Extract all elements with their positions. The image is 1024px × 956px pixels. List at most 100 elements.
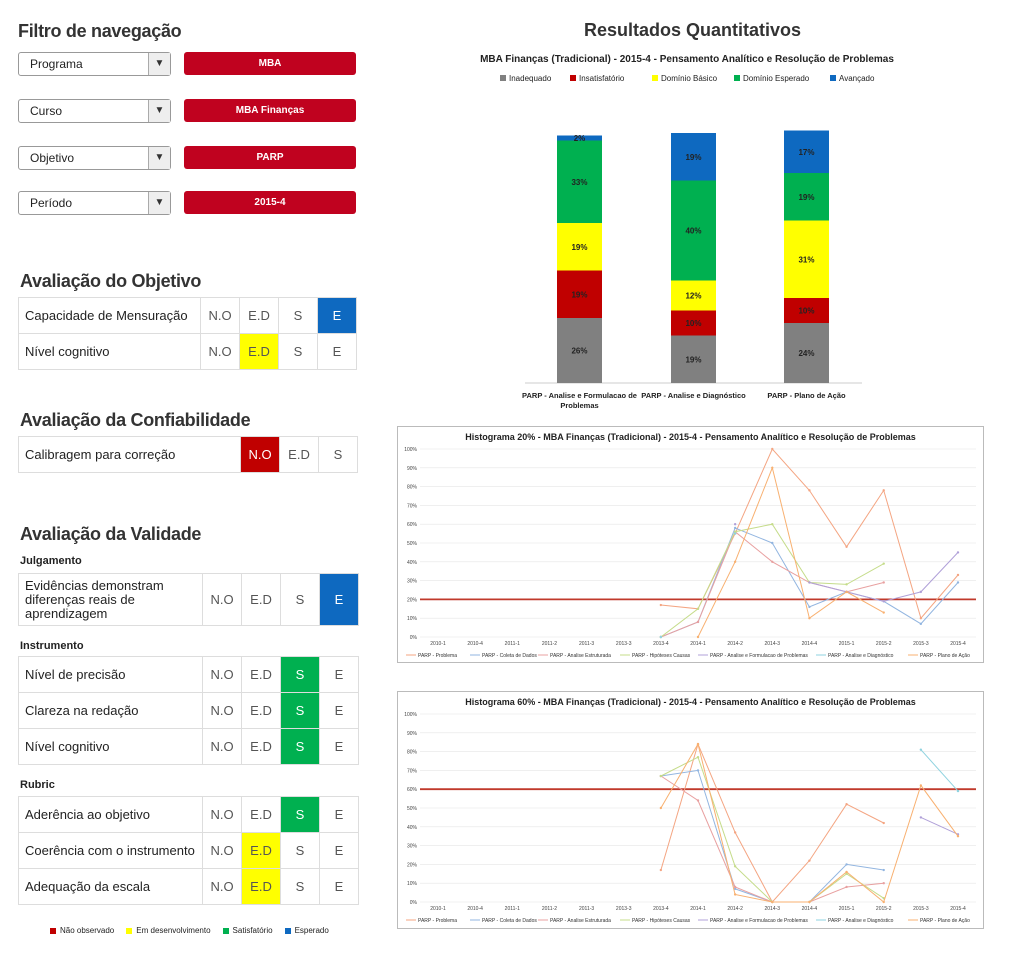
bar-segment <box>671 310 716 336</box>
eval-row-label: Calibragem para correção <box>18 436 241 473</box>
objective-eval-table: Capacidade de Mensuração N.O E.D S E Nível co… <box>18 297 357 370</box>
y-tick-label: 40% <box>407 560 418 566</box>
filter-select[interactable]: Objetivo ▼ <box>18 146 171 170</box>
x-tick-label: 2013-4 <box>653 641 669 647</box>
eval-row-label: Aderência ao objetivo <box>18 796 203 833</box>
bar-segment <box>557 223 602 271</box>
y-tick-label: 70% <box>407 503 418 509</box>
rating-cell-ed[interactable]: E.D <box>241 832 281 869</box>
rating-cell-no[interactable]: N.O <box>202 832 242 869</box>
bar-data-label: 26% <box>571 347 587 356</box>
filter-select[interactable]: Curso ▼ <box>18 99 171 123</box>
x-tick-label: 2015-3 <box>913 641 929 647</box>
rating-cell-s[interactable]: S <box>280 796 320 833</box>
filter-value-badge[interactable]: 2015-4 <box>184 191 356 214</box>
rating-cell-s[interactable]: S <box>280 573 320 626</box>
validity-eval-title: Avaliação da Validade <box>20 524 202 544</box>
bar-data-label: 19% <box>685 153 701 162</box>
rating-cell-ed[interactable]: E.D <box>241 728 281 765</box>
rating-cell-s[interactable]: S <box>280 832 320 869</box>
line-legend-label: PARP - Coleta de Dados <box>482 653 537 659</box>
bar-legend-label: Insatisfatório <box>579 74 625 83</box>
rating-cell-e[interactable]: E <box>317 333 357 370</box>
x-tick-label: 2011-3 <box>579 906 594 912</box>
rating-cell-ed[interactable]: E.D <box>241 692 281 729</box>
bar-data-label: 19% <box>798 193 814 202</box>
rating-cell-e[interactable]: E <box>319 728 359 765</box>
validity-group-title: Julgamento <box>20 555 82 567</box>
rating-cell-ed[interactable]: E.D <box>239 333 279 370</box>
bar-legend-label: Domínio Básico <box>661 74 718 83</box>
rating-cell-ed[interactable]: E.D <box>241 656 281 693</box>
rating-cell-no[interactable]: N.O <box>200 297 240 334</box>
legend-item: Não observado <box>50 926 114 935</box>
bar-legend-label: Inadequado <box>509 74 552 83</box>
rating-cell-s[interactable]: S <box>278 297 318 334</box>
filter-value-badge[interactable]: MBA Finanças <box>184 99 356 122</box>
rating-cell-ed[interactable]: E.D <box>239 297 279 334</box>
x-tick-label: 2014-1 <box>690 641 706 647</box>
filter-row: Programa ▼ MBA <box>18 52 358 76</box>
rating-cell-ed[interactable]: E.D <box>241 868 281 905</box>
rating-cell-s[interactable]: S <box>278 333 318 370</box>
x-tick-label: 2010-1 <box>430 641 446 647</box>
dropdown-arrow-icon[interactable]: ▼ <box>148 53 170 75</box>
filter-select[interactable]: Período ▼ <box>18 191 171 215</box>
reliability-eval-title: Avaliação da Confiabilidade <box>20 410 251 430</box>
rating-cell-e[interactable]: E <box>319 573 359 626</box>
rating-cell-ed[interactable]: E.D <box>279 436 319 473</box>
rating-cell-s[interactable]: S <box>280 868 320 905</box>
x-tick-label: 2011-1 <box>505 906 520 912</box>
bar-category-label: PARP - Analise e Diagnóstico <box>641 391 746 400</box>
rating-cell-e[interactable]: E <box>319 692 359 729</box>
dropdown-arrow-icon[interactable]: ▼ <box>148 147 170 169</box>
bar-segment <box>671 335 716 383</box>
eval-row-label: Nível cognitivo <box>18 333 201 370</box>
line-chart-title: Histograma 60% - MBA Finanças (Tradicion… <box>465 697 915 707</box>
line-series <box>920 749 959 792</box>
x-tick-label: 2015-1 <box>839 906 855 912</box>
rating-cell-e[interactable]: E <box>317 297 357 334</box>
bar-segment <box>671 133 716 181</box>
filter-select-label: Período <box>30 196 73 210</box>
filter-row: Curso ▼ MBA Finanças <box>18 99 358 123</box>
rating-cell-no[interactable]: N.O <box>202 692 242 729</box>
rating-cell-no[interactable]: N.O <box>202 796 242 833</box>
x-tick-label: 2011-1 <box>505 641 520 647</box>
x-tick-label: 2013-3 <box>616 641 632 647</box>
rating-cell-no[interactable]: N.O <box>202 656 242 693</box>
bar-data-label: 10% <box>798 307 814 316</box>
rating-cell-no[interactable]: N.O <box>240 436 280 473</box>
rating-cell-no[interactable]: N.O <box>202 868 242 905</box>
bar-data-label: 19% <box>571 243 587 252</box>
rating-cell-s[interactable]: S <box>280 656 320 693</box>
line-series <box>660 756 884 903</box>
dropdown-arrow-icon[interactable]: ▼ <box>148 100 170 122</box>
filter-value-badge[interactable]: PARP <box>184 146 356 169</box>
x-tick-label: 2011-2 <box>542 641 557 647</box>
line-point <box>659 603 663 607</box>
rating-cell-s[interactable]: S <box>318 436 358 473</box>
filter-select-label: Curso <box>30 104 63 118</box>
rating-cell-s[interactable]: S <box>280 692 320 729</box>
rating-cell-no[interactable]: N.O <box>202 728 242 765</box>
rating-cell-ed[interactable]: E.D <box>241 573 281 626</box>
rating-cell-no[interactable]: N.O <box>200 333 240 370</box>
filter-value-badge[interactable]: MBA <box>184 52 356 75</box>
rating-cell-e[interactable]: E <box>319 832 359 869</box>
rating-cell-e[interactable]: E <box>319 796 359 833</box>
line-chart-title: Histograma 20% - MBA Finanças (Tradicion… <box>465 432 915 442</box>
rating-cell-s[interactable]: S <box>280 728 320 765</box>
line-legend-label: PARP - Plano de Ação <box>920 653 970 659</box>
filter-select[interactable]: Programa ▼ <box>18 52 171 76</box>
line-series <box>660 523 884 638</box>
x-tick-label: 2014-2 <box>727 641 743 647</box>
line-point <box>733 523 737 526</box>
dropdown-arrow-icon[interactable]: ▼ <box>148 192 170 214</box>
rating-cell-ed[interactable]: E.D <box>241 796 281 833</box>
line-point <box>733 532 737 535</box>
rating-cell-no[interactable]: N.O <box>202 573 242 626</box>
y-tick-label: 90% <box>407 731 418 737</box>
rating-cell-e[interactable]: E <box>319 868 359 905</box>
rating-cell-e[interactable]: E <box>319 656 359 693</box>
